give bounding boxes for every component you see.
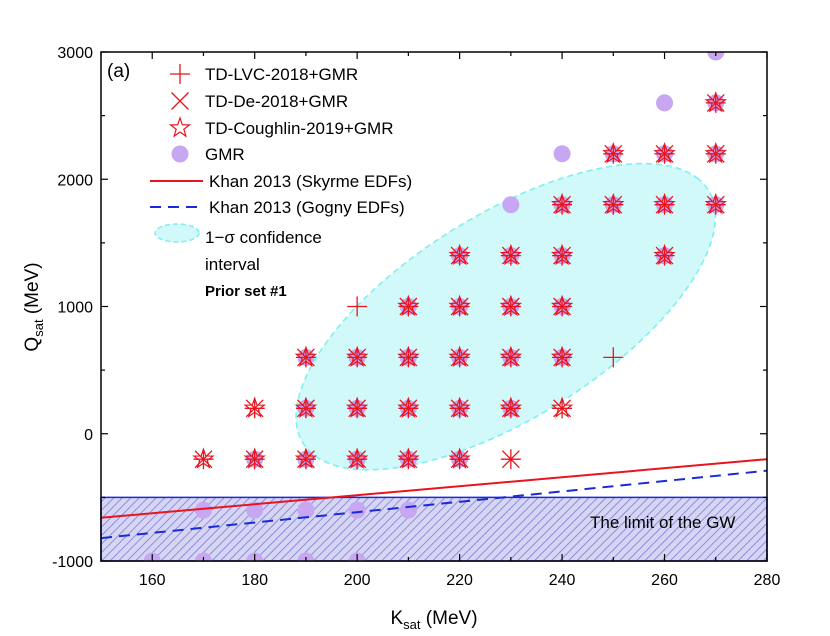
- point-td-lvc-2018-gmr-32: [654, 194, 675, 215]
- point-td-lvc-2018-gmr-15: [347, 347, 368, 368]
- point-td-lvc-2018-gmr-6: [500, 449, 521, 470]
- point-td-lvc-2018-gmr-10: [398, 398, 419, 419]
- point-gmr-7: [297, 501, 315, 519]
- point-td-lvc-2018-gmr-8: [295, 398, 316, 419]
- point-td-lvc-2018-gmr-22: [398, 296, 419, 317]
- legend-label-khan-2013-skyrme-edfs: Khan 2013 (Skyrme EDFs): [209, 172, 412, 191]
- x-tick-label-220: 220: [446, 572, 473, 589]
- y-tick-label-1000: 1000: [57, 300, 93, 317]
- x-axis-title-sub: sat: [403, 617, 421, 632]
- point-td-lvc-2018-gmr-35: [654, 143, 675, 164]
- x-axis-title-main: K: [390, 608, 403, 629]
- point-gmr-5: [194, 501, 212, 519]
- point-td-lvc-2018-gmr-21: [347, 296, 368, 317]
- point-td-lvc-2018-gmr-24: [500, 296, 521, 317]
- point-td-lvc-2018-gmr-3: [347, 449, 368, 470]
- legend-label-khan-2013-gogny-edfs: Khan 2013 (Gogny EDFs): [209, 198, 405, 217]
- point-gmr-45: [707, 52, 725, 61]
- legend-marker-td-coughlin-2019-gmr: [168, 116, 192, 138]
- point-gmr-6: [246, 501, 264, 519]
- x-tick-label-200: 200: [344, 572, 371, 589]
- legend-prior-set: Prior set #1: [205, 283, 287, 300]
- line-khan-2013-skyrme-edfs: [100, 458, 768, 519]
- legend-label-td-coughlin-2019-gmr: TD-Coughlin-2019+GMR: [205, 119, 394, 138]
- legend-label-gmr: GMR: [205, 145, 245, 164]
- y-tick-label-0: 0: [84, 427, 93, 444]
- point-td-lvc-2018-gmr-17: [449, 347, 470, 368]
- point-td-lvc-2018-gmr-29: [654, 245, 675, 266]
- point-td-lvc-2018-gmr-14: [295, 347, 316, 368]
- point-td-lvc-2018-gmr-9: [347, 398, 368, 419]
- legend-label-ellipse-line2: interval: [205, 255, 260, 274]
- point-gmr-1: [194, 552, 212, 561]
- point-gmr-3: [297, 552, 315, 561]
- y-axis-title-sub: sat: [31, 319, 46, 337]
- point-gmr-9: [399, 501, 417, 519]
- point-td-lvc-2018-gmr-33: [705, 194, 726, 215]
- point-td-lvc-2018-gmr-37: [705, 92, 726, 113]
- x-axis-title-unit: (MeV): [421, 608, 478, 629]
- confidence-ellipse-layer: [295, 162, 717, 471]
- point-td-lvc-2018-gmr-12: [500, 398, 521, 419]
- y-tick-label-2000: 2000: [57, 172, 93, 189]
- x-tick-label-180: 180: [241, 572, 268, 589]
- y-axis-title-unit: (MeV): [22, 262, 43, 319]
- panel-label: (a): [107, 61, 130, 82]
- y-tick-label-3000: 3000: [57, 45, 93, 62]
- point-td-lvc-2018-gmr-23: [449, 296, 470, 317]
- point-td-lvc-2018-gmr-2: [295, 449, 316, 470]
- point-gmr-43: [656, 94, 674, 112]
- point-td-lvc-2018-gmr-26: [449, 245, 470, 266]
- legend-label-td-de-2018-gmr: TD-De-2018+GMR: [205, 92, 348, 111]
- point-td-lvc-2018-gmr-0: [193, 449, 214, 470]
- point-td-lvc-2018-gmr-36: [705, 143, 726, 164]
- x-tick-label-160: 160: [139, 572, 166, 589]
- point-gmr-8: [348, 501, 366, 519]
- line-layer: [100, 458, 768, 540]
- point-td-lvc-2018-gmr-20: [603, 347, 624, 368]
- marker-layer: [143, 52, 728, 561]
- line-khan-2013-gogny-edfs: [100, 469, 768, 540]
- legend-marker-gmr: [171, 145, 189, 163]
- band-label: The limit of the GW: [590, 513, 735, 532]
- y-tick-label--1000: -1000: [52, 554, 93, 571]
- point-td-lvc-2018-gmr-25: [552, 296, 573, 317]
- confidence-ellipse: [295, 162, 717, 471]
- point-td-lvc-2018-gmr-30: [552, 194, 573, 215]
- point-td-lvc-2018-gmr-1: [244, 449, 265, 470]
- point-td-lvc-2018-gmr-5: [449, 449, 470, 470]
- point-td-lvc-2018-gmr-11: [449, 398, 470, 419]
- series-td-lvc-2018-gmr: [193, 92, 726, 470]
- legend-marker-td-de-2018-gmr: [171, 92, 189, 110]
- point-td-lvc-2018-gmr-27: [500, 245, 521, 266]
- legend-marker-td-lvc-2018-gmr: [170, 64, 190, 84]
- x-tick-label-260: 260: [651, 572, 678, 589]
- point-td-lvc-2018-gmr-7: [244, 398, 265, 419]
- legend: TD-LVC-2018+GMR TD-De-2018+GMR TD-Coughlin…: [150, 64, 412, 300]
- legend-label-td-lvc-2018-gmr: TD-LVC-2018+GMR: [205, 65, 358, 84]
- y-axis-title: Qsat (MeV): [22, 262, 46, 351]
- point-td-lvc-2018-gmr-4: [398, 449, 419, 470]
- point-td-lvc-2018-gmr-31: [603, 194, 624, 215]
- x-tick-label-280: 280: [754, 572, 781, 589]
- legend-ellipse-swatch: [154, 223, 200, 243]
- point-gmr-34: [502, 196, 520, 214]
- x-tick-label-240: 240: [549, 572, 576, 589]
- point-td-lvc-2018-gmr-19: [552, 347, 573, 368]
- point-td-lvc-2018-gmr-18: [500, 347, 521, 368]
- point-td-lvc-2018-gmr-28: [552, 245, 573, 266]
- point-td-lvc-2018-gmr-34: [603, 143, 624, 164]
- y-axis-title-main: Q: [22, 337, 43, 352]
- axis-layer: 160 180 200 220 240 260 280 -1000 0 1000 2000 3000: [52, 45, 780, 589]
- x-axis-title: Ksat (MeV): [390, 608, 477, 632]
- point-gmr-39: [553, 145, 571, 163]
- markers-clip-group: [143, 52, 728, 561]
- legend-label-ellipse-line1: 1−σ confidence: [205, 228, 322, 247]
- point-td-lvc-2018-gmr-16: [398, 347, 419, 368]
- point-td-lvc-2018-gmr-13: [552, 398, 573, 419]
